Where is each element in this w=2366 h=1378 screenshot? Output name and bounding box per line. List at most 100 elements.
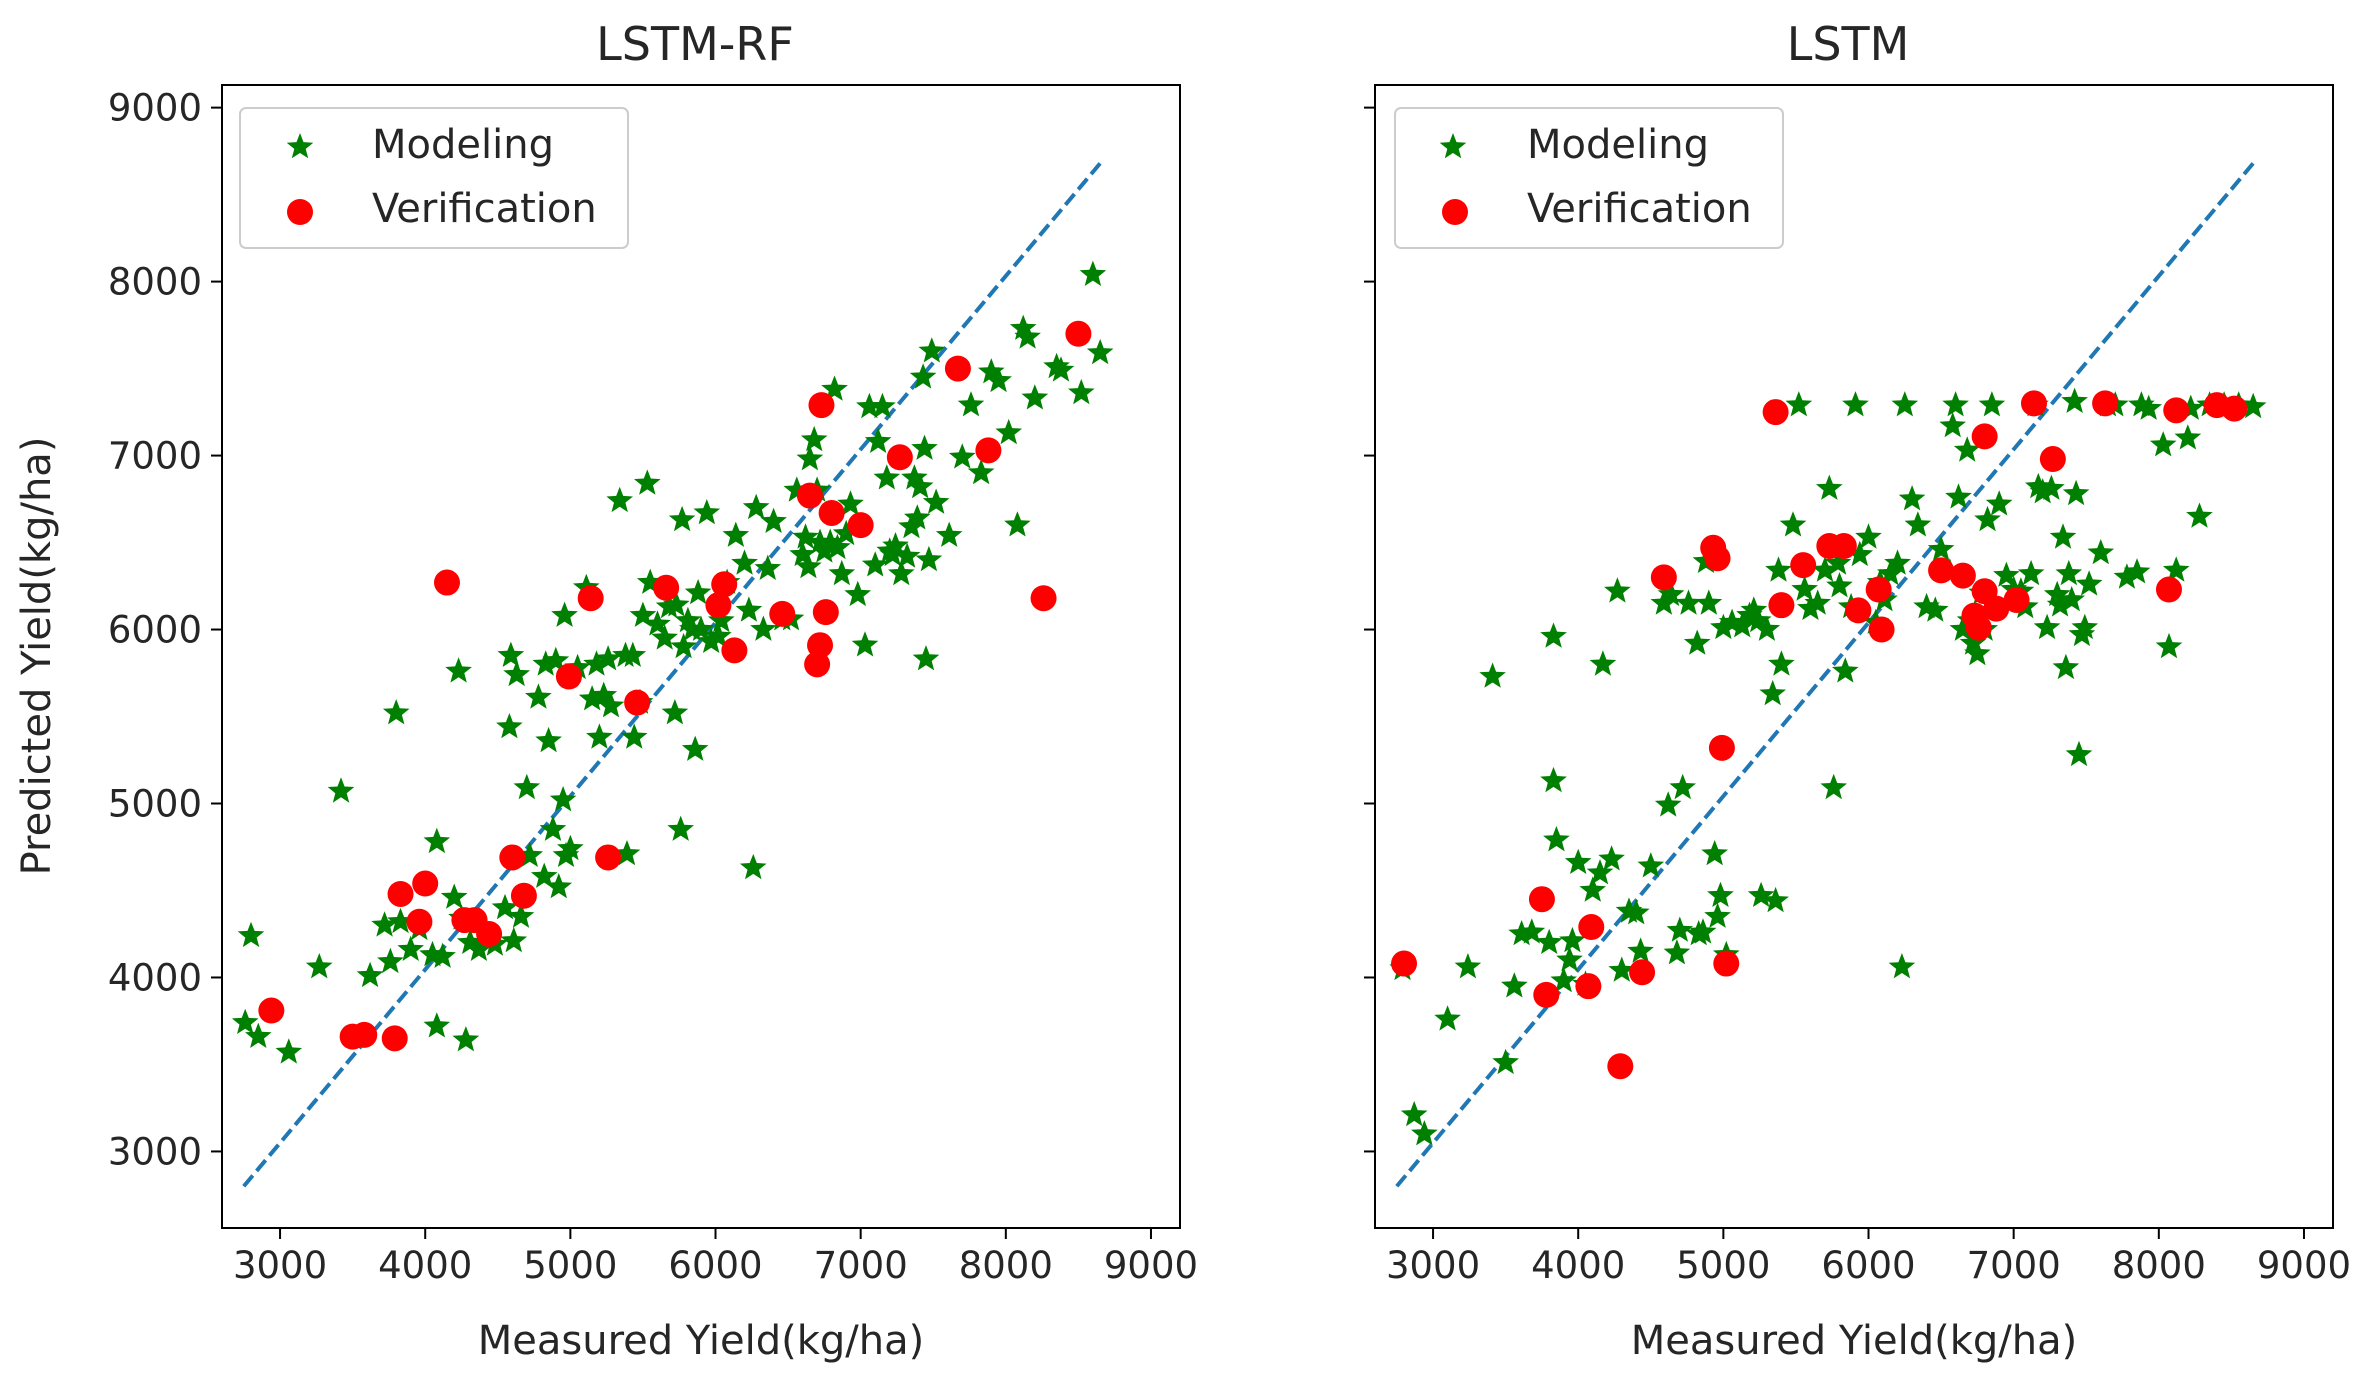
lstm-rf-modeling-point [356,961,384,988]
lstm-modeling-point [1683,629,1711,655]
lstm-modeling-point [2029,478,2056,504]
lstm-rf-modeling-point [995,418,1022,445]
lstm-rf-modeling-point [957,391,985,417]
lstm-rf-modeling-point [967,459,995,485]
lstm-modeling-point [1855,523,1882,549]
lstm-rf-x-tick-label: 7000 [814,1244,908,1287]
lstm-modeling-point [1400,1100,1428,1127]
lstm-rf-modeling-point [864,427,892,453]
lstm-rf-verification-point [818,499,845,526]
lstm-verification-point [2092,390,2119,417]
lstm-modeling-point [2065,740,2093,767]
lstm-rf-modeling-point [739,853,767,880]
lstm-rf-verification-point [796,482,823,509]
lstm-rf-verification-point [812,599,839,626]
lstm-rf-modeling-point [750,615,777,641]
lstm-rf-y-tick-label: 8000 [108,261,202,304]
lstm-rf-modeling-point [1079,260,1107,286]
lstm-modeling-point [1785,391,1813,417]
lstm-rf-verification-point [510,882,537,909]
lstm-modeling-point [1978,391,2006,417]
lstm-verification-point [1868,616,1895,643]
lstm-verification-point [1575,973,1602,1000]
lstm-rf-modeling-point [687,615,715,641]
lstm-modeling-point [1759,679,1786,706]
lstm-rf-modeling-point [578,685,606,711]
lstm-modeling-point [1797,594,1824,620]
lstm-modeling-point [1842,391,1869,417]
lstm-modeling-point [1964,639,1991,666]
lstm-rf-modeling-point [305,953,333,979]
lstm-modeling-point [2049,523,2077,549]
lstm-rf-verification-point [807,632,834,659]
lstm-rf-modeling-point [1043,352,1070,379]
lstm-x-tick-label: 7000 [1967,1244,2061,1287]
lstm-rf-modeling-point [935,521,963,547]
lstm-verification-point [1704,545,1731,572]
lstm-rf-title: LSTM-RF [596,17,794,71]
lstm-modeling-point [1556,946,1583,972]
lstm-rf-modeling-point [1086,338,1114,365]
lstm-rf-modeling-point [597,692,625,718]
lstm-rf-modeling-point [906,472,934,499]
lstm-rf-modeling-point [245,1022,272,1048]
lstm-rf-modeling-point [564,653,591,680]
lstm-modeling-point [1701,840,1728,866]
lstm-modeling-point [1884,549,1911,575]
lstm-rf-modeling-point [800,425,828,452]
lstm-rf-modeling-point [828,559,856,586]
lstm-rf-modeling-point [661,699,689,725]
lstm-verification-point [1629,959,1656,986]
lstm-rf-modeling-point [491,893,519,920]
lstm-rf-modeling-point [915,545,943,572]
lstm-rf-modeling-point [742,493,770,520]
lstm-modeling-point [1669,773,1696,800]
lstm-rf-modeling-point [545,873,573,899]
lstm-rf-modeling-point [856,392,883,419]
lstm-plot-area [1389,162,2267,1188]
lstm-modeling-point [1540,622,1567,648]
lstm-modeling-point [1891,391,1919,417]
lstm-rf-legend-box [239,107,629,249]
lstm-rf-modeling-point [590,681,618,707]
lstm-rf-modeling-point [629,601,657,627]
lstm-rf-modeling-point [888,559,915,586]
lstm-rf-modeling-point [327,777,355,803]
lstm-rf-modeling-point [513,773,541,800]
lstm-rf-reference-line [242,162,1102,1188]
lstm-modeling-point [1479,662,1506,688]
lstm-rf-verification-point [577,585,604,612]
lstm-rf-modeling-point [237,921,265,948]
lstm-rf-legend-star-icon [286,133,314,159]
lstm-rf-modeling-point [397,935,424,961]
lstm-modeling-point [1804,589,1831,615]
lstm-modeling-point [2033,613,2061,640]
lstm-rf-verification-point [721,637,748,664]
lstm-rf-legend-modeling: Modeling [372,122,554,168]
lstm-verification-point [1578,914,1605,941]
lstm-modeling-point [2186,502,2213,528]
lstm-verification-point [2003,586,2030,613]
lstm-rf-modeling-point [844,580,872,607]
lstm-rf-modeling-point [708,606,735,633]
lstm-rf-verification-point [653,574,680,601]
lstm-modeling-point [1811,556,1839,582]
lstm-rf-modeling-point [275,1038,303,1064]
lstm-modeling-point [1540,766,1567,793]
lstm-rf-modeling-point [557,834,584,861]
lstm-rf-y-axis-label: Predicted Yield(kg/ha) [14,437,60,876]
lstm-modeling-point [1586,859,1614,885]
lstm-verification-point [2163,397,2190,424]
lstm-rf-modeling-point [731,549,758,575]
lstm-x-tick-label: 3000 [1386,1244,1480,1287]
lstm-rf-modeling-point [824,533,851,560]
lstm-rf-modeling-point [806,528,834,554]
lstm-rf-modeling-point [832,519,860,546]
lstm-rf-verification-point [499,844,526,871]
lstm-rf-modeling-point [231,1008,259,1034]
lstm-modeling-point [1913,592,1940,619]
lstm-modeling-point [1744,606,1772,633]
lstm-rf-modeling-point [911,434,938,460]
lstm-rf-modeling-point [423,827,451,854]
lstm-rf-modeling-point [978,358,1005,384]
